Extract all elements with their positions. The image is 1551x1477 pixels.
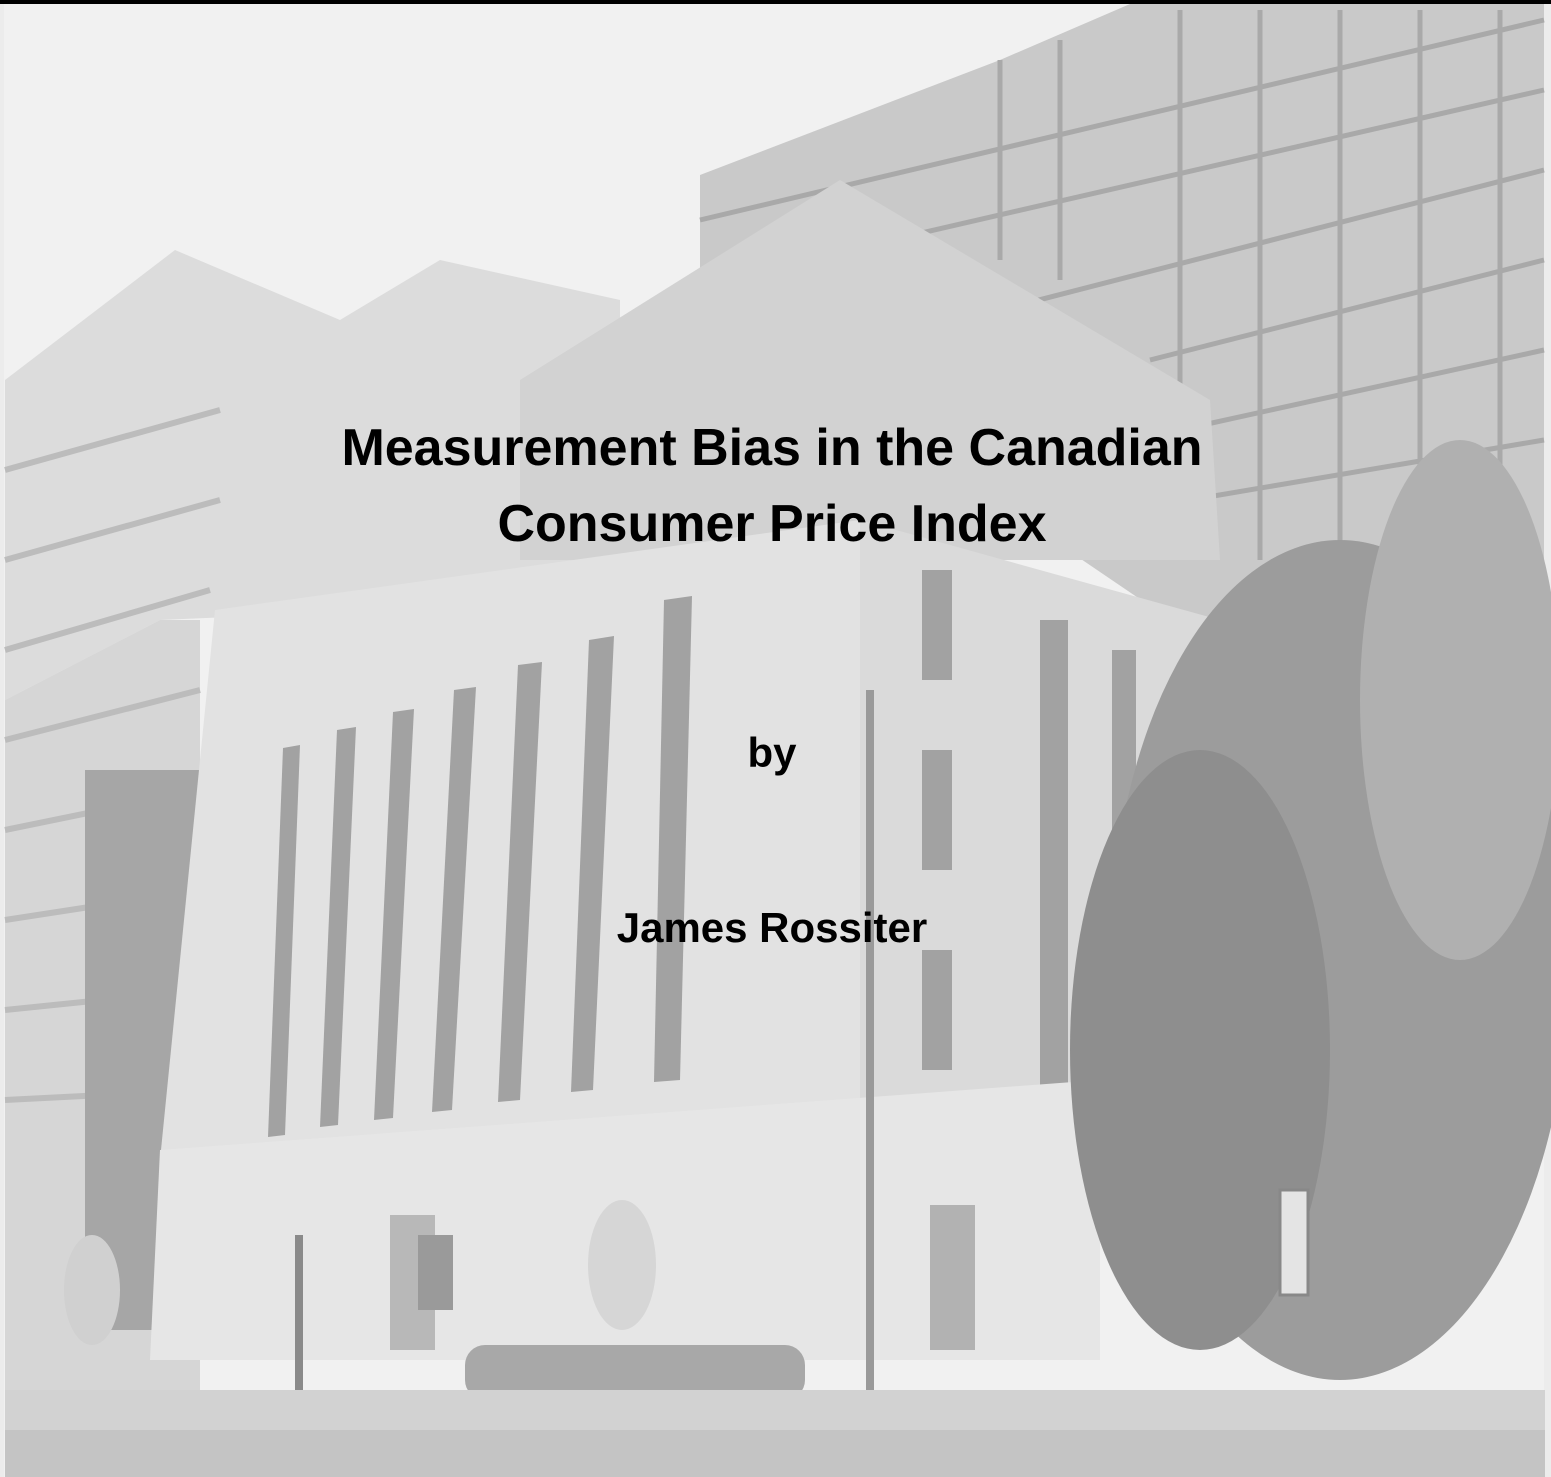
title-line: Consumer Price Index xyxy=(497,495,1046,553)
author: James Rossiter xyxy=(617,904,928,951)
title-line: Measurement Bias in the Canadian xyxy=(341,419,1202,477)
by-line: by xyxy=(747,729,797,776)
page: Measurement Bias in the Canadian Consume… xyxy=(0,0,1551,1477)
cover: Measurement Bias in the Canadian Consume… xyxy=(0,0,1551,1477)
